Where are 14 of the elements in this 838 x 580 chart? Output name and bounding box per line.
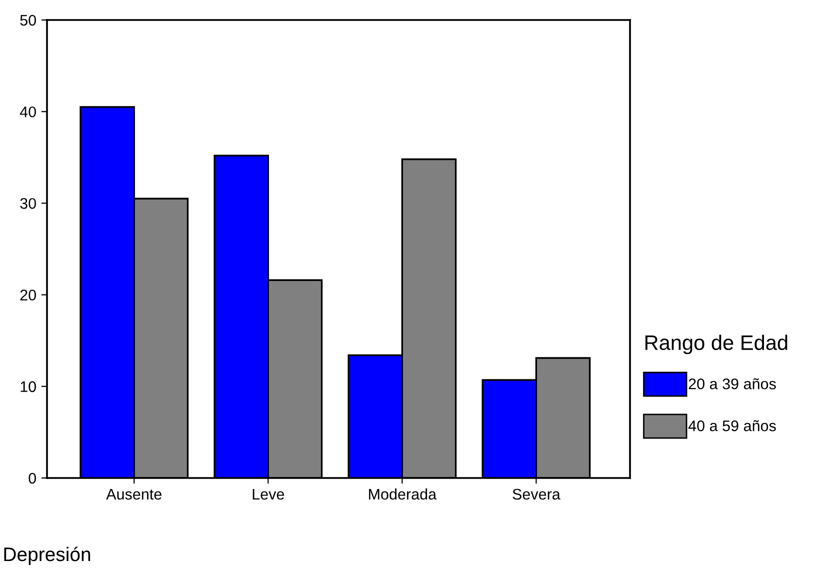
y-tick-label: 10 xyxy=(20,381,36,392)
y-tick-label: 40 xyxy=(20,106,36,118)
legend-label: 40 a 59 años xyxy=(688,420,776,432)
y-tick-label: 20 xyxy=(20,290,36,300)
x-tick-label: Ausente xyxy=(106,488,162,500)
y-tick-label: 50 xyxy=(20,14,36,26)
x-axis-title: Depresión xyxy=(4,546,90,566)
x-tick-label: Leve xyxy=(252,488,284,500)
legend-title: Rango de Edad xyxy=(645,334,788,354)
y-tick-label: 30 xyxy=(20,198,36,209)
x-tick-label: Severa xyxy=(512,488,560,500)
y-tick-label: 0 xyxy=(28,472,36,484)
x-tick-label: Moderada xyxy=(369,488,437,500)
legend-label: 20 a 39 años xyxy=(688,378,776,390)
